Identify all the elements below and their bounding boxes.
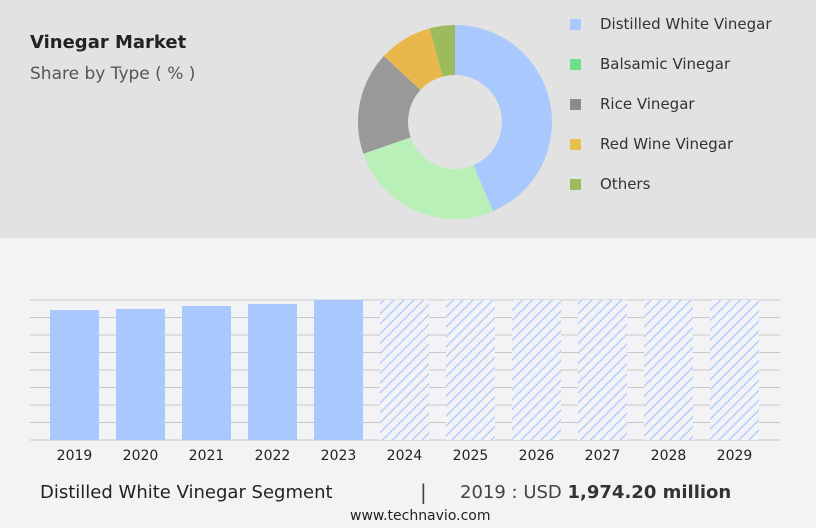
x-tick-label: 2020 bbox=[123, 448, 159, 464]
forecast-bar-2026 bbox=[512, 300, 561, 440]
chart-title: Vinegar Market bbox=[30, 32, 187, 53]
forecast-bar-2029 bbox=[710, 300, 759, 440]
bar-2019 bbox=[50, 309, 99, 440]
legend-item: Red Wine Vinegar bbox=[570, 124, 772, 164]
donut-slice-1 bbox=[363, 137, 493, 219]
x-tick-label: 2029 bbox=[717, 448, 753, 464]
legend-item: Balsamic Vinegar bbox=[570, 44, 772, 84]
donut-slice-3 bbox=[383, 28, 443, 91]
bar-2021 bbox=[182, 305, 231, 440]
value-amount: 1,974.20 million bbox=[567, 482, 732, 503]
x-tick-label: 2026 bbox=[519, 448, 555, 464]
segment-label: Distilled White Vinegar Segment bbox=[40, 482, 333, 503]
x-tick-label: 2023 bbox=[321, 448, 357, 464]
forecast-bar-2027 bbox=[578, 300, 627, 440]
forecast-bar-2025 bbox=[446, 300, 495, 440]
x-tick-label: 2021 bbox=[189, 448, 225, 464]
bar-2020 bbox=[116, 308, 165, 440]
donut-slice-4 bbox=[429, 25, 455, 77]
x-tick-label: 2025 bbox=[453, 448, 489, 464]
year-label: 2019 : USD bbox=[460, 482, 562, 503]
chart-subtitle: Share by Type ( % ) bbox=[30, 64, 196, 84]
legend-swatch bbox=[570, 98, 581, 110]
donut-chart bbox=[358, 25, 552, 219]
legend-swatch bbox=[570, 178, 581, 190]
legend-item: Others bbox=[570, 164, 772, 204]
legend-swatch bbox=[570, 138, 581, 150]
legend-label: Distilled White Vinegar bbox=[600, 15, 772, 33]
bar-2023 bbox=[314, 300, 363, 440]
website-link[interactable]: www.technavio.com bbox=[350, 508, 491, 524]
donut-slice-0 bbox=[455, 25, 552, 212]
separator: | bbox=[420, 480, 427, 504]
segment-value: 2019 : USD 1,974.20 million bbox=[460, 482, 731, 503]
x-tick-label: 2019 bbox=[57, 448, 93, 464]
x-tick-label: 2028 bbox=[651, 448, 687, 464]
x-tick-label: 2022 bbox=[255, 448, 291, 464]
legend: Distilled White Vinegar Balsamic Vinegar R… bbox=[570, 4, 772, 204]
legend-item: Distilled White Vinegar bbox=[570, 4, 772, 44]
legend-item: Rice Vinegar bbox=[570, 84, 772, 124]
donut-slice-2 bbox=[358, 56, 421, 154]
forecast-bar-2024 bbox=[380, 300, 429, 440]
x-tick-label: 2024 bbox=[387, 448, 423, 464]
bar-2022 bbox=[248, 304, 297, 440]
x-tick-label: 2027 bbox=[585, 448, 621, 464]
legend-label: Others bbox=[600, 175, 651, 193]
legend-swatch bbox=[570, 58, 581, 70]
legend-swatch bbox=[570, 18, 581, 30]
legend-label: Balsamic Vinegar bbox=[600, 55, 731, 73]
forecast-bar-2028 bbox=[644, 300, 693, 440]
legend-label: Rice Vinegar bbox=[600, 95, 695, 113]
legend-label: Red Wine Vinegar bbox=[600, 135, 734, 153]
